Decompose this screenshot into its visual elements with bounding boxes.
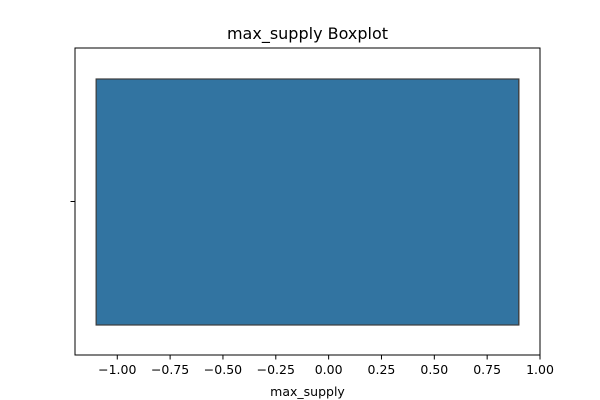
x-axis-label: max_supply	[270, 384, 345, 399]
x-tick-label: −1.00	[98, 362, 136, 377]
x-tick-label: 1.00	[526, 362, 554, 377]
x-tick-label: −0.50	[204, 362, 242, 377]
x-tick-label: 0.00	[315, 362, 343, 377]
x-tick-label: −0.25	[257, 362, 295, 377]
x-axis-ticks: −1.00 −0.75 −0.50 −0.25 0.00 0.25 0.50 0.75 1.00	[98, 355, 554, 377]
x-tick-label: −0.75	[151, 362, 189, 377]
plot-area	[95, 78, 520, 326]
box-iqr	[95, 78, 520, 326]
x-tick-label: 0.25	[368, 362, 396, 377]
chart-title: max_supply Boxplot	[227, 24, 388, 44]
x-tick-label: 0.50	[420, 362, 448, 377]
x-tick-label: 0.75	[473, 362, 501, 377]
